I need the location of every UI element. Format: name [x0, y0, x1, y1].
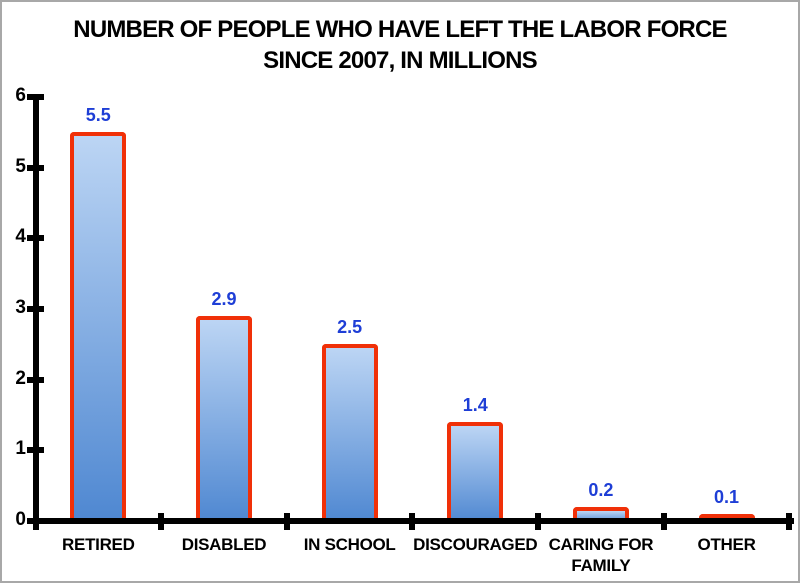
y-axis-tick — [27, 376, 44, 383]
chart-title-line1: NUMBER OF PEOPLE WHO HAVE LEFT THE LABOR… — [73, 16, 727, 43]
bar-value-label: 0.2 — [588, 479, 614, 500]
bar-value-label: 5.5 — [85, 105, 111, 126]
y-axis-tick-label: 2 — [15, 367, 26, 389]
bar-retired — [70, 132, 127, 523]
bar-in-school — [321, 344, 378, 523]
x-axis-category-label: CARING FOR FAMILY — [548, 535, 654, 575]
bar-value-label: 1.4 — [462, 395, 488, 416]
y-axis-tick — [27, 305, 44, 312]
x-axis-tick — [158, 512, 165, 530]
x-axis-tick — [660, 512, 667, 530]
y-axis-tick-label: 5 — [15, 155, 26, 177]
y-axis-tick-label: 0 — [15, 509, 26, 530]
chart-title-line2: SINCE 2007, IN MILLIONS — [263, 47, 537, 74]
x-axis-category-label: DISABLED — [181, 535, 267, 554]
bar-value-label: 2.9 — [211, 288, 237, 309]
y-axis-tick-label: 4 — [15, 226, 26, 248]
bar-discouraged — [447, 422, 504, 523]
bar-disabled — [195, 315, 252, 523]
y-axis-tick-label: 3 — [15, 296, 26, 318]
x-axis-tick — [409, 512, 416, 530]
y-axis-tick-label: 1 — [15, 438, 26, 460]
x-axis-tick — [786, 512, 793, 530]
chart-title: NUMBER OF PEOPLE WHO HAVE LEFT THE LABOR… — [2, 14, 798, 76]
y-axis-tick — [27, 447, 44, 454]
bar-value-label: 2.5 — [337, 317, 363, 338]
y-axis-tick — [27, 93, 44, 100]
x-axis-category-label: OTHER — [697, 535, 756, 554]
y-axis-tick — [27, 164, 44, 171]
x-axis-tick — [32, 512, 39, 530]
bar-value-label: 0.1 — [714, 486, 740, 507]
x-axis-tick — [535, 512, 542, 530]
x-axis-category-label: RETIRED — [62, 535, 135, 554]
x-axis-category-label: IN SCHOOL — [303, 535, 396, 554]
x-axis-tick — [283, 512, 290, 530]
y-axis-tick — [27, 235, 44, 242]
y-axis-tick-label: 6 — [15, 84, 26, 106]
x-axis-category-label: DISCOURAGED — [413, 535, 538, 554]
